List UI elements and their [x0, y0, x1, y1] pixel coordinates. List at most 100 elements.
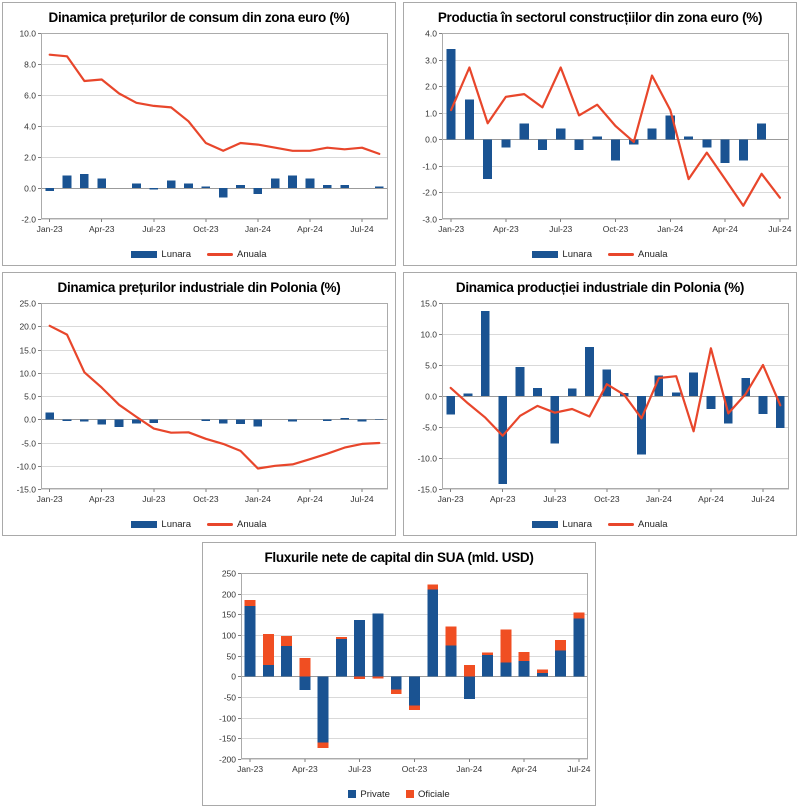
bar	[97, 419, 107, 425]
legend-item-anuala: Anuala	[207, 249, 267, 260]
bar	[637, 396, 646, 455]
plot-border	[442, 33, 789, 219]
legend-item-private: Private	[348, 789, 390, 800]
x-tick-label: Oct-23	[594, 494, 620, 504]
x-tick-label: Jul-23	[348, 764, 371, 774]
chart-panel-us-capital-flows: Fluxurile nete de capital din SUA (mld. …	[202, 542, 596, 806]
bar	[464, 99, 474, 140]
line-swatch-icon	[207, 252, 233, 256]
y-tick-label: 200	[222, 590, 236, 600]
x-axis-labels: Jan-23 Apr-23 Jul-23 Oct-23 Jan-24 Apr-24 Jul-…	[37, 489, 374, 504]
bar	[573, 618, 585, 677]
y-tick-label: -1.0	[422, 162, 437, 172]
bar	[689, 372, 698, 396]
x-tick-label: Oct-23	[402, 764, 428, 774]
y-tick-label: -3.0	[422, 215, 437, 225]
bar	[775, 396, 785, 429]
bar	[515, 366, 525, 396]
bar	[253, 419, 263, 427]
bar	[372, 613, 384, 677]
bar	[706, 396, 716, 410]
x-tick-label: Apr-24	[511, 764, 537, 774]
bar	[335, 637, 347, 640]
bar	[236, 184, 245, 188]
legend-item-lunara: Lunara	[131, 249, 191, 260]
x-tick-label: Apr-24	[297, 494, 323, 504]
bar-swatch-icon	[532, 250, 559, 258]
bar	[374, 186, 384, 188]
y-tick-label: 3.0	[425, 56, 437, 66]
bar	[357, 419, 367, 422]
bar	[483, 139, 493, 180]
x-tick-label: Jan-23	[37, 224, 63, 234]
bar-swatch-icon	[131, 250, 158, 258]
bar	[236, 419, 245, 424]
y-tick-label: 2.0	[24, 153, 36, 163]
y-tick-label: 15.0	[420, 299, 437, 309]
legend-item-anuala: Anuala	[608, 519, 668, 530]
bar	[262, 634, 274, 666]
x-tick-label: Apr-23	[490, 494, 516, 504]
bar	[500, 629, 512, 663]
bar	[518, 651, 530, 662]
plot-border	[41, 33, 388, 219]
bar	[201, 186, 211, 188]
legend-label: Anuala	[638, 248, 668, 260]
bar	[288, 419, 297, 422]
bar	[501, 139, 511, 148]
y-tick-label: 6.0	[24, 91, 36, 101]
bar	[481, 311, 490, 396]
legend-label: Anuala	[237, 518, 267, 530]
legend-label: Lunara	[562, 248, 592, 260]
bar	[184, 183, 193, 188]
y-tick-label: 0.0	[24, 184, 36, 194]
y-tick-label: 1.0	[425, 109, 437, 119]
bar	[305, 178, 315, 188]
bar	[390, 689, 402, 695]
legend-item-lunara: Lunara	[532, 249, 592, 260]
x-tick-label: Jan-23	[237, 764, 263, 774]
bar	[446, 396, 456, 415]
bar-series-Lunara	[45, 174, 384, 198]
x-tick-label: Apr-24	[712, 224, 738, 234]
legend-item-anuala: Anuala	[608, 249, 668, 260]
x-tick-label: Jan-24	[646, 494, 672, 504]
y-tick-label: 15.0	[19, 346, 36, 356]
x-tick-label: Apr-24	[297, 224, 323, 234]
y-tick-label: -15.0	[418, 485, 438, 495]
x-tick-label: Jul-24	[768, 224, 791, 234]
x-tick-label: Oct-23	[193, 494, 219, 504]
x-tick-label: Jan-23	[438, 224, 464, 234]
bar	[374, 419, 384, 421]
bar	[372, 676, 384, 679]
bar	[738, 139, 748, 161]
y-tick-label: 50	[227, 652, 237, 662]
bar	[132, 419, 141, 424]
y-tick-label: -5.0	[422, 423, 437, 433]
bar	[427, 589, 439, 677]
x-tick-label: Apr-23	[292, 764, 318, 774]
x-tick-label: Jan-24	[657, 224, 683, 234]
y-tick-label: -2.0	[21, 215, 36, 225]
x-tick-label: Jul-24	[350, 224, 373, 234]
y-tick-label: 0.0	[24, 415, 36, 425]
bar	[253, 188, 263, 195]
bar	[665, 115, 675, 140]
bar	[500, 662, 512, 677]
x-tick-label: Oct-23	[603, 224, 629, 234]
bar	[537, 139, 548, 150]
y-tick-label: -15.0	[17, 485, 37, 495]
plot-border	[442, 303, 789, 489]
x-tick-label: Jan-23	[37, 494, 63, 504]
chart-title: Dinamica prețurilor de consum din zona e…	[48, 10, 350, 25]
y-tick-label: -2.0	[422, 188, 437, 198]
chart-canvas: -3.0 -2.0 -1.0 0.0 1.0 2.0 3.0 4.0 Jan-23 Apr-23 J…	[404, 27, 796, 248]
bar	[80, 174, 89, 188]
y-tick-label: 20.0	[19, 322, 36, 332]
x-tick-label: Jan-23	[438, 494, 464, 504]
bar	[482, 652, 494, 655]
bar	[354, 620, 366, 677]
y-tick-label: 0.0	[425, 135, 437, 145]
x-tick-label: Apr-24	[698, 494, 724, 504]
